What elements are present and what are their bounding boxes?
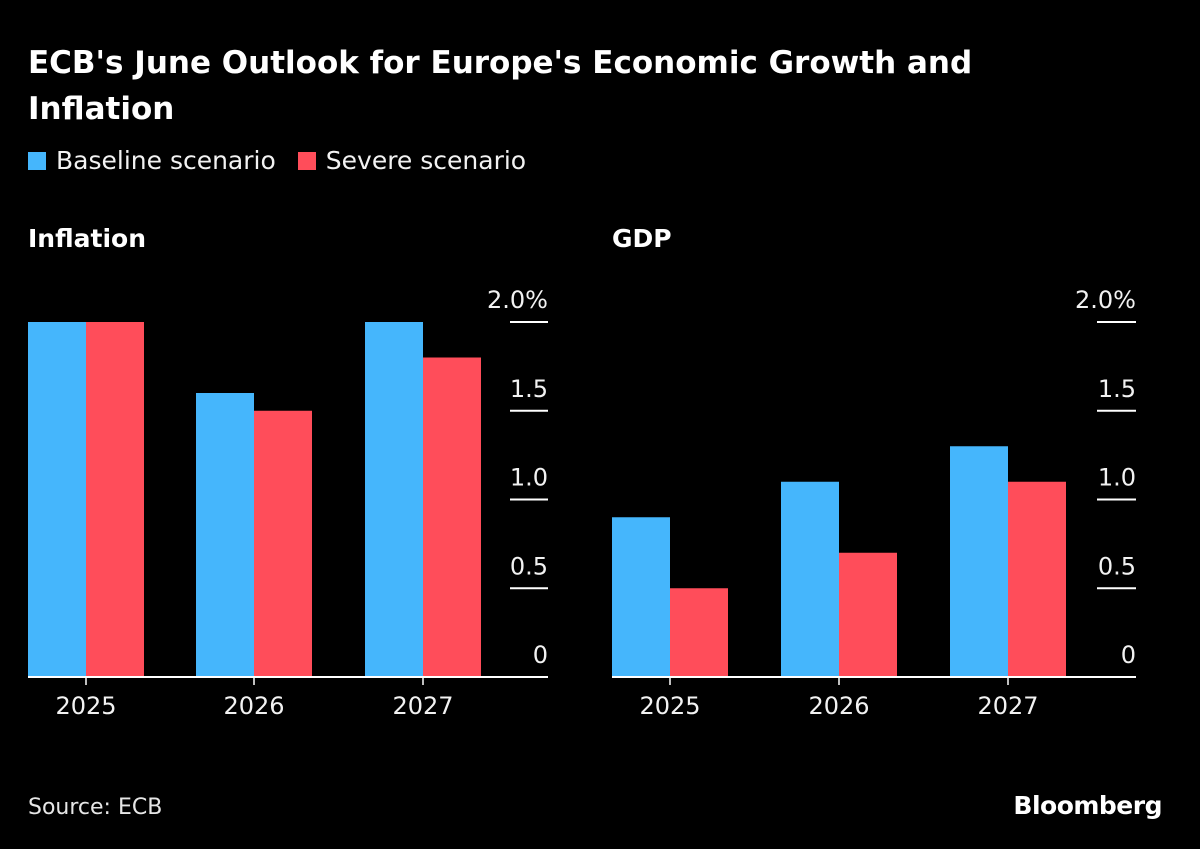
bar-inflation-2025-severe <box>86 322 144 677</box>
bar-inflation-2027-baseline <box>365 322 423 677</box>
legend-label-severe: Severe scenario <box>325 146 527 175</box>
panel-title-gdp: GDP <box>612 224 672 253</box>
y-tick-label: 1.5 <box>1098 375 1136 403</box>
legend-label-baseline: Baseline scenario <box>56 146 276 175</box>
legend-swatch-baseline <box>28 151 46 170</box>
y-tick-label: 0 <box>1121 641 1136 669</box>
charts-canvas: 0 0.5 1.0 1.5 2.0% 2025 2026 2027 0 0.5 1.0 1.5 2.0%… <box>28 286 1136 720</box>
y-tick-label: 1.5 <box>510 375 548 403</box>
x-tick-label: 2026 <box>808 692 869 720</box>
source-note: Source: ECB <box>28 795 163 820</box>
x-tick-label: 2025 <box>55 692 116 720</box>
bar-gdp-2026-severe <box>839 552 897 677</box>
bar-gdp-2027-baseline <box>950 446 1008 677</box>
y-tick-label: 1.0 <box>1098 464 1136 492</box>
bar-inflation-2026-severe <box>254 410 312 677</box>
y-tick-label: 0.5 <box>510 552 548 580</box>
y-tick-label: 0.5 <box>1098 552 1136 580</box>
x-tick-label: 2025 <box>639 692 700 720</box>
y-tick-label: 2.0% <box>487 286 548 314</box>
bar-gdp-2027-severe <box>1008 481 1066 677</box>
panel-title-inflation: Inflation <box>28 224 146 253</box>
bar-inflation-2027-severe <box>423 357 481 677</box>
bar-gdp-2025-severe <box>670 588 728 677</box>
x-tick-label: 2027 <box>392 692 453 720</box>
chart-title: ECB's June Outlook for Europe's Economic… <box>28 45 973 127</box>
x-tick-label: 2026 <box>223 692 284 720</box>
bar-gdp-2026-baseline <box>781 481 839 677</box>
y-tick-label: 2.0% <box>1075 286 1136 314</box>
bar-inflation-2025-baseline <box>28 322 86 677</box>
x-tick-label: 2027 <box>977 692 1038 720</box>
legend-item-severe: Severe scenario <box>297 146 527 175</box>
bloomberg-logo: Bloomberg <box>1013 791 1162 820</box>
bar-inflation-2026-baseline <box>196 393 254 677</box>
legend-item-baseline: Baseline scenario <box>28 146 276 175</box>
y-tick-label: 1.0 <box>510 464 548 492</box>
legend-swatch-severe <box>297 151 316 170</box>
bar-gdp-2025-baseline <box>612 517 670 677</box>
y-tick-label: 0 <box>533 641 548 669</box>
legend: Baseline scenario Severe scenario <box>28 146 548 175</box>
